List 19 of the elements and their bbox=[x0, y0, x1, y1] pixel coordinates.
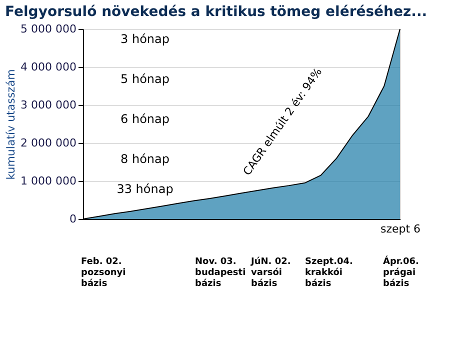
y-tick-label: 3 000 000 bbox=[20, 98, 76, 112]
y-tick-label: 4 000 000 bbox=[20, 60, 76, 74]
text: JúN. 02. varsói bázis bbox=[250, 256, 291, 289]
text: Nov. 03. budapesti bázis bbox=[195, 257, 246, 289]
annotation: 5 hónap bbox=[120, 72, 170, 86]
y-tick-label: 2 000 000 bbox=[20, 136, 76, 150]
text: Feb. 02. pozsonyi bázis bbox=[81, 257, 126, 289]
text: Szept.04. krakkói bázis bbox=[305, 257, 353, 289]
y-axis-title: kumulatív utasszám bbox=[4, 69, 18, 180]
annotation: 33 hónap bbox=[116, 182, 174, 196]
annotation: 3 hónap bbox=[120, 32, 170, 46]
y-tick-label: 5 000 000 bbox=[20, 22, 76, 36]
y-tick-label: 0 bbox=[70, 212, 76, 226]
text: Ápr.06. prágai bázis bbox=[383, 255, 419, 289]
annotation: 8 hónap bbox=[120, 152, 170, 166]
chart-title: Felgyorsuló növekedés a kritikus tömeg eléréséhez... bbox=[5, 4, 428, 20]
y-tick-label: 1 000 000 bbox=[20, 174, 76, 188]
x-tick-label: szept 6 bbox=[380, 222, 421, 236]
annotation: 6 hónap bbox=[120, 112, 170, 126]
